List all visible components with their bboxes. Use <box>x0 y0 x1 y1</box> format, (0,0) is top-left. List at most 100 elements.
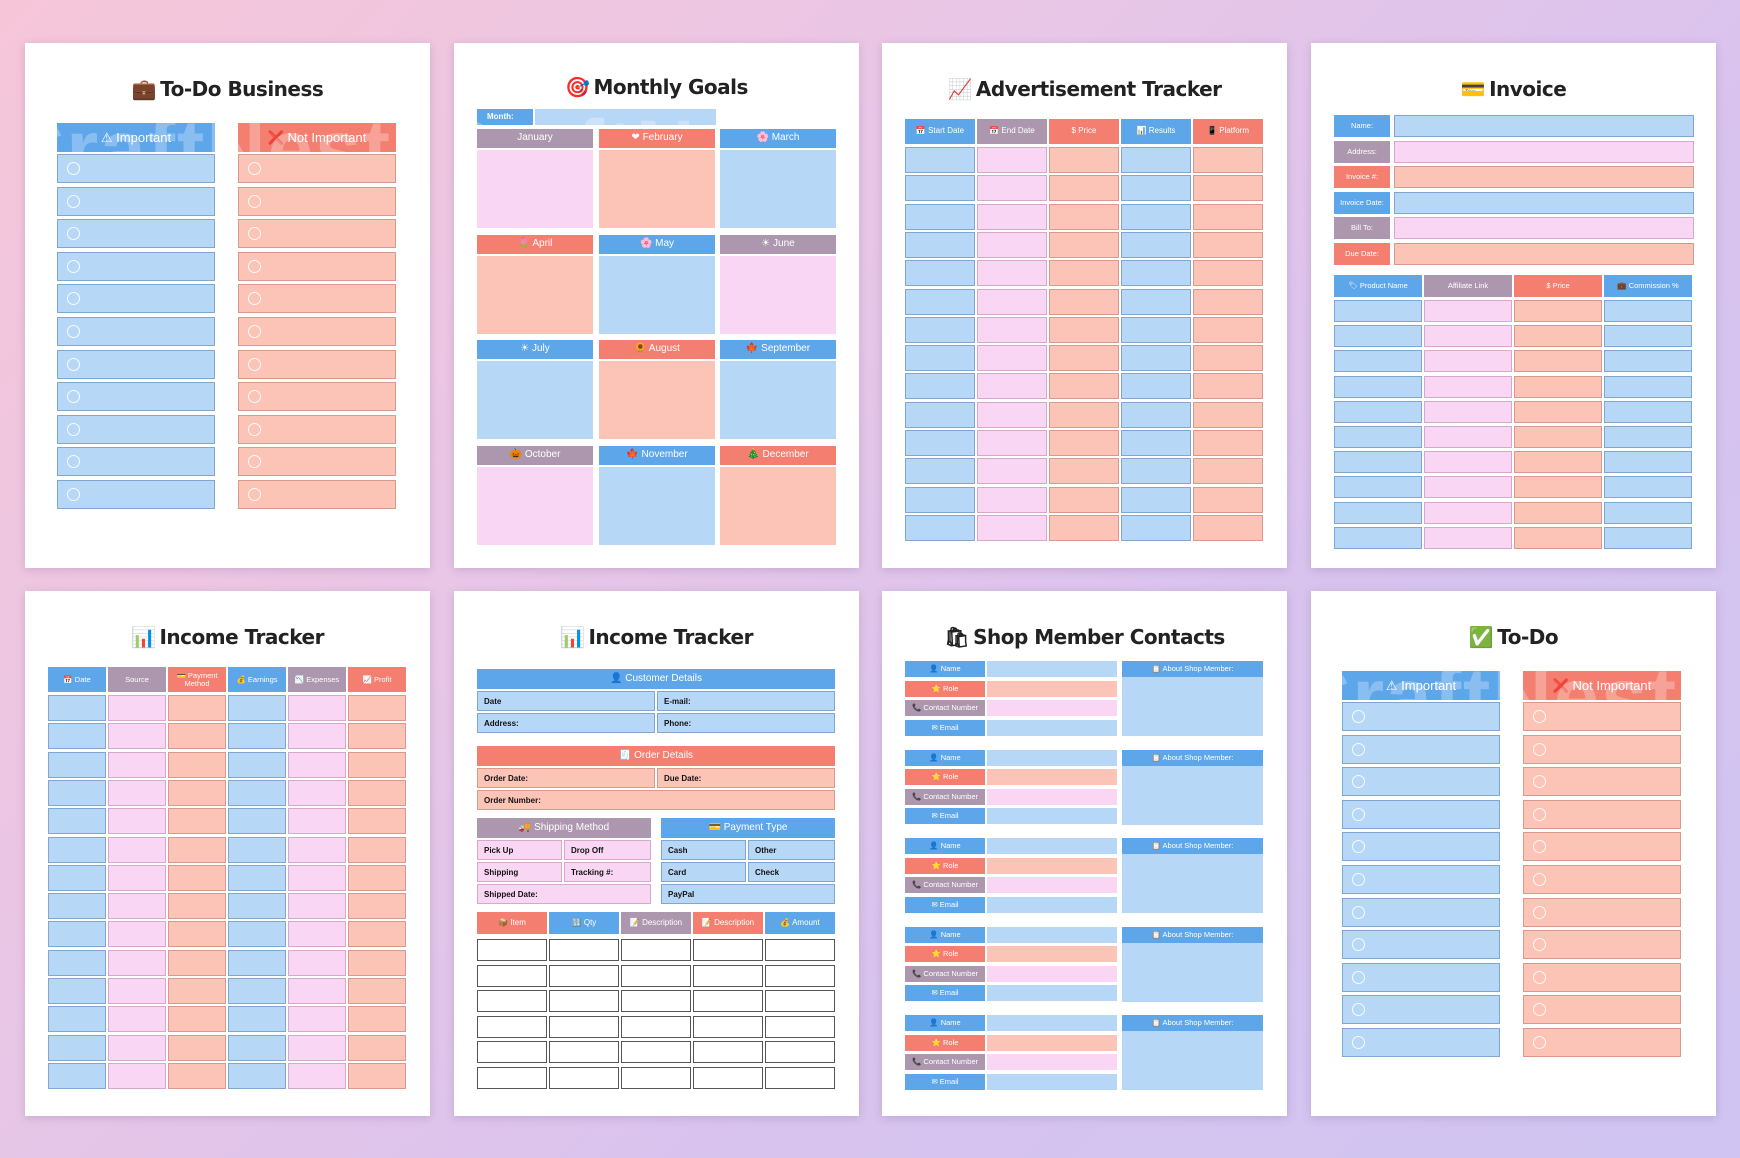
invoice-table-cell[interactable] <box>1514 300 1602 322</box>
not-important-task-row[interactable] <box>1523 832 1681 862</box>
item-table-cell[interactable] <box>477 1015 547 1038</box>
not-important-task-row[interactable] <box>1523 1028 1681 1057</box>
payment-field[interactable]: Check <box>748 862 835 882</box>
not-important-task-row[interactable] <box>1523 734 1681 764</box>
checkbox-circle-icon[interactable] <box>1352 1036 1365 1049</box>
income-table-cell[interactable] <box>108 864 166 891</box>
income-table-cell[interactable] <box>228 751 286 778</box>
checkbox-circle-icon[interactable] <box>1533 905 1546 919</box>
important-task-row[interactable] <box>57 349 215 379</box>
contact-field-input[interactable] <box>987 877 1117 893</box>
important-task-row[interactable] <box>57 447 215 477</box>
important-task-row[interactable] <box>57 186 215 216</box>
invoice-table-cell[interactable] <box>1424 375 1512 398</box>
income-table-cell[interactable] <box>228 836 286 863</box>
table-cell[interactable] <box>1121 175 1191 202</box>
contact-field-input[interactable] <box>987 1073 1117 1090</box>
checkbox-circle-icon[interactable] <box>67 357 80 371</box>
invoice-table-cell[interactable] <box>1424 400 1512 423</box>
invoice-table-cell[interactable] <box>1514 526 1602 549</box>
table-cell[interactable] <box>977 430 1047 456</box>
shipping-field[interactable]: Shipped Date: <box>477 884 651 904</box>
income-table-cell[interactable] <box>168 695 226 721</box>
checkbox-circle-icon[interactable] <box>248 162 261 175</box>
invoice-table-cell[interactable] <box>1514 501 1602 524</box>
income-table-cell[interactable] <box>348 836 406 863</box>
important-task-row[interactable] <box>57 251 215 281</box>
important-task-row[interactable] <box>57 317 215 346</box>
checkbox-circle-icon[interactable] <box>1352 938 1365 952</box>
item-table-cell[interactable] <box>621 990 691 1012</box>
invoice-table-cell[interactable] <box>1334 451 1422 474</box>
invoice-field-input[interactable] <box>1394 140 1694 163</box>
table-cell[interactable] <box>905 316 975 343</box>
important-task-row[interactable] <box>1342 995 1500 1025</box>
checkbox-circle-icon[interactable] <box>67 194 80 208</box>
contact-field-input[interactable] <box>987 857 1117 874</box>
income-table-cell[interactable] <box>288 695 346 721</box>
table-cell[interactable] <box>905 260 975 287</box>
item-table-cell[interactable] <box>693 1041 763 1063</box>
checkbox-circle-icon[interactable] <box>248 422 261 436</box>
income-table-cell[interactable] <box>168 978 226 1004</box>
about-member-input[interactable] <box>1122 765 1263 825</box>
income-table-cell[interactable] <box>228 808 286 835</box>
item-table-cell[interactable] <box>549 939 619 961</box>
contact-field-input[interactable] <box>987 769 1117 785</box>
table-cell[interactable] <box>977 401 1047 428</box>
invoice-table-cell[interactable] <box>1334 400 1422 423</box>
table-cell[interactable] <box>1049 260 1119 287</box>
not-important-task-row[interactable] <box>1523 995 1681 1025</box>
checkbox-circle-icon[interactable] <box>1352 970 1365 984</box>
table-cell[interactable] <box>905 345 975 372</box>
income-table-cell[interactable] <box>348 1034 406 1061</box>
table-cell[interactable] <box>1121 260 1191 287</box>
income-table-cell[interactable] <box>348 949 406 976</box>
income-table-cell[interactable] <box>48 978 106 1004</box>
not-important-task-row[interactable] <box>238 219 396 249</box>
income-table-cell[interactable] <box>48 751 106 778</box>
payment-field[interactable]: PayPal <box>661 884 835 904</box>
table-cell[interactable] <box>1121 458 1191 485</box>
invoice-table-cell[interactable] <box>1514 476 1602 499</box>
table-cell[interactable] <box>905 231 975 258</box>
income-table-cell[interactable] <box>108 836 166 863</box>
checkbox-circle-icon[interactable] <box>1352 710 1365 723</box>
month-notes-march[interactable] <box>720 150 836 228</box>
income-table-cell[interactable] <box>168 921 226 948</box>
table-cell[interactable] <box>1193 458 1263 485</box>
month-notes-august[interactable] <box>599 361 715 439</box>
income-table-cell[interactable] <box>228 978 286 1004</box>
invoice-table-cell[interactable] <box>1604 526 1692 549</box>
income-table-cell[interactable] <box>288 1006 346 1033</box>
income-table-cell[interactable] <box>348 695 406 721</box>
table-cell[interactable] <box>1121 203 1191 230</box>
checkbox-circle-icon[interactable] <box>67 390 80 404</box>
table-cell[interactable] <box>977 203 1047 230</box>
invoice-table-cell[interactable] <box>1424 501 1512 524</box>
income-table-cell[interactable] <box>168 864 226 891</box>
not-important-task-row[interactable] <box>1523 962 1681 992</box>
not-important-task-row[interactable] <box>238 349 396 379</box>
item-table-cell[interactable] <box>621 1066 691 1089</box>
contact-field-input[interactable] <box>987 946 1117 962</box>
checkbox-circle-icon[interactable] <box>248 194 261 208</box>
table-cell[interactable] <box>977 175 1047 202</box>
checkbox-circle-icon[interactable] <box>1352 775 1365 789</box>
not-important-task-row[interactable] <box>238 447 396 477</box>
income-table-cell[interactable] <box>108 921 166 948</box>
income-table-cell[interactable] <box>288 808 346 835</box>
income-table-cell[interactable] <box>48 695 106 721</box>
table-cell[interactable] <box>1121 401 1191 428</box>
item-table-cell[interactable] <box>549 1041 619 1063</box>
checkbox-circle-icon[interactable] <box>67 162 80 175</box>
checkbox-circle-icon[interactable] <box>248 357 261 371</box>
income-table-cell[interactable] <box>288 836 346 863</box>
income-table-cell[interactable] <box>288 1062 346 1089</box>
income-table-cell[interactable] <box>288 949 346 976</box>
income-table-cell[interactable] <box>108 808 166 835</box>
important-task-row[interactable] <box>1342 930 1500 960</box>
table-cell[interactable] <box>1049 231 1119 258</box>
month-notes-june[interactable] <box>720 255 836 334</box>
income-table-cell[interactable] <box>48 1062 106 1089</box>
